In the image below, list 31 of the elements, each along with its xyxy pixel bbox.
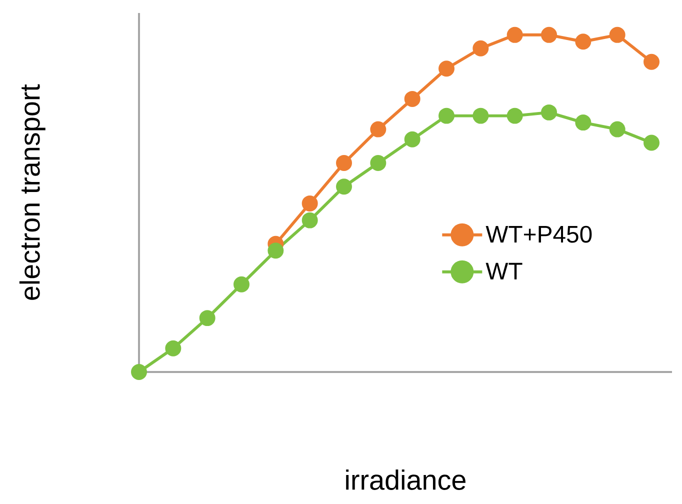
point — [404, 90, 420, 107]
point — [268, 242, 284, 259]
point — [336, 178, 352, 195]
legend-label: WT — [486, 262, 522, 280]
point — [541, 26, 557, 43]
legend-label: WT+P450 — [486, 226, 592, 243]
point — [438, 60, 454, 77]
point — [370, 155, 386, 171]
point — [404, 131, 420, 148]
point — [541, 104, 557, 120]
point — [302, 195, 318, 212]
point — [336, 155, 352, 171]
point — [199, 310, 216, 326]
point — [370, 121, 386, 138]
point — [131, 364, 147, 380]
point — [472, 40, 489, 56]
point — [609, 121, 626, 138]
point — [438, 108, 454, 124]
point — [472, 108, 489, 124]
point — [234, 276, 250, 292]
x-axis-title: irradiance — [346, 469, 466, 490]
point — [506, 26, 523, 43]
point — [609, 26, 626, 43]
point — [644, 54, 660, 70]
point — [165, 340, 182, 356]
point — [506, 108, 523, 124]
point — [644, 134, 660, 151]
point — [575, 34, 592, 50]
point — [575, 114, 592, 131]
point — [302, 212, 318, 228]
y-axis-title: electron transport — [19, 84, 46, 300]
